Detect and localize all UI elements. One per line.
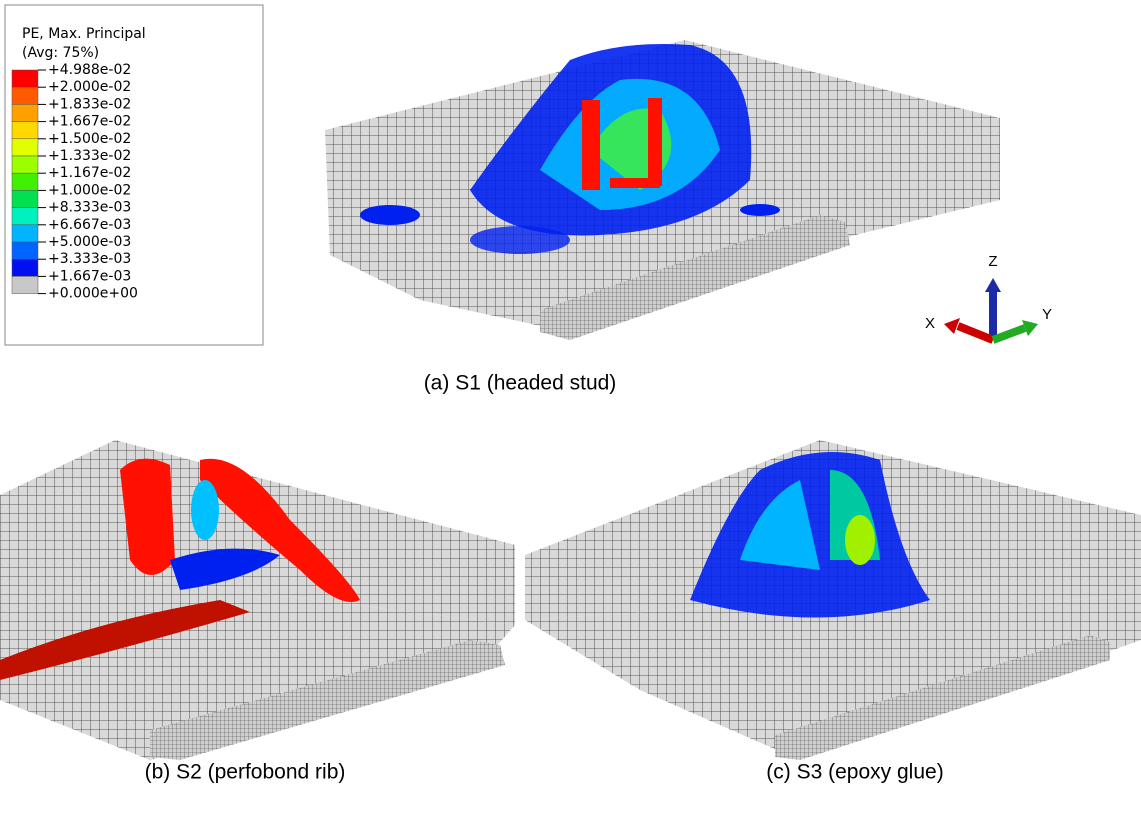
legend-label: +5.000e-03 (48, 234, 131, 250)
legend-label: +1.833e-02 (48, 96, 131, 112)
triad-x: X (925, 315, 935, 332)
legend-band (11, 207, 39, 226)
legend-band (11, 86, 39, 105)
legend-band (11, 172, 39, 191)
model-c (525, 440, 1141, 760)
legend-band (11, 104, 39, 122)
legend-label: +1.500e-02 (48, 131, 131, 147)
legend-label: +0.000e+00 (48, 286, 138, 302)
legend-label: +3.333e-03 (48, 251, 131, 267)
legend-scale: +4.988e-02+2.000e-02+1.833e-02 +1.667e-02… (11, 62, 138, 302)
legend-label: +1.667e-03 (48, 268, 131, 284)
caption-a: (a) S1 (headed stud) (424, 372, 617, 395)
caption-b: (b) S2 (perfobond rib) (145, 761, 346, 784)
legend-title: PE, Max. Principal (22, 26, 146, 42)
legend-band (11, 121, 39, 140)
legend-label: +1.167e-02 (48, 165, 131, 181)
legend-label: +4.988e-02 (48, 62, 131, 78)
triad-y: Y (1042, 306, 1052, 323)
legend-band (11, 258, 39, 277)
legend-label: +1.000e-02 (48, 182, 131, 198)
legend-band (11, 138, 39, 157)
legend-band (11, 276, 39, 294)
caption-c: (c) S3 (epoxy glue) (766, 761, 943, 784)
legend-band (11, 155, 39, 174)
legend-subtitle: (Avg: 75%) (22, 45, 99, 61)
legend-band (11, 190, 39, 208)
legend-label: +2.000e-02 (48, 79, 131, 95)
legend-box (4, 4, 264, 346)
model-b (0, 440, 515, 760)
legend-band (11, 69, 39, 88)
legend-label: +1.667e-02 (48, 114, 131, 130)
model-a (325, 40, 1000, 340)
legend-band (11, 241, 39, 260)
legend-label: +1.333e-02 (48, 148, 131, 164)
legend-label: +8.333e-03 (48, 200, 131, 216)
axis-triad (944, 278, 1038, 344)
legend-label: +6.667e-03 (48, 217, 131, 233)
legend-band (11, 224, 39, 243)
triad-z: Z (988, 253, 997, 270)
